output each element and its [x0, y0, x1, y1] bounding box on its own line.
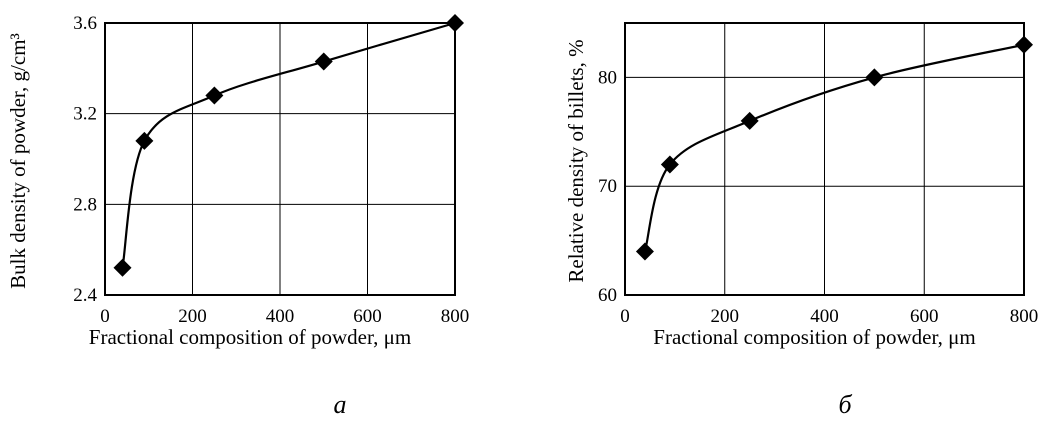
- series-line: [121, 21, 456, 268]
- y-tick-label: 2.4: [73, 285, 97, 306]
- chart-panel-a: 0 200 400 600 800 2.4 2.8 3.2 3.6 Fractional comp…: [6, 13, 469, 419]
- plot-frame: [104, 22, 456, 296]
- data-point-marker: [135, 131, 154, 150]
- chart-panel-b: 0 200 400 600 800 60 70 80 Fractional compositio…: [564, 22, 1039, 419]
- plot-frame: [624, 22, 1025, 296]
- series-line: [643, 43, 1025, 252]
- data-point-marker: [660, 155, 679, 174]
- panel-label: б: [838, 390, 852, 419]
- data-point-marker: [205, 86, 224, 105]
- y-tick-label: 3.6: [73, 13, 97, 34]
- y-tick-label: 2.8: [73, 194, 97, 215]
- data-point-marker: [865, 68, 884, 87]
- x-tick-label: 0: [620, 306, 630, 327]
- data-point-marker: [113, 258, 132, 277]
- x-tick-label: 800: [441, 306, 470, 327]
- data-point-marker: [635, 242, 654, 261]
- x-tick-label: 0: [100, 306, 110, 327]
- x-axis-label: Fractional composition of powder, μm: [653, 325, 975, 349]
- x-tick-label: 200: [711, 306, 740, 327]
- data-point-marker: [740, 111, 759, 130]
- y-tick-label: 80: [598, 67, 617, 88]
- panel-label: a: [334, 390, 347, 419]
- y-axis-label: Relative density of billets, %: [564, 39, 588, 282]
- x-tick-label: 400: [266, 306, 295, 327]
- x-tick-label: 400: [810, 306, 839, 327]
- data-point-marker: [314, 52, 333, 71]
- x-tick-label: 600: [353, 306, 382, 327]
- data-point-marker: [1015, 35, 1033, 54]
- y-axis-label: Bulk density of powder, g/cm³: [6, 33, 30, 289]
- x-tick-label: 800: [1010, 306, 1039, 327]
- y-tick-label: 70: [598, 176, 617, 197]
- x-tick-label: 600: [910, 306, 939, 327]
- y-tick-label: 3.2: [73, 104, 97, 125]
- x-tick-label: 200: [178, 306, 207, 327]
- data-point-marker: [446, 14, 464, 32]
- y-tick-label: 60: [598, 285, 617, 306]
- x-axis-label: Fractional composition of powder, μm: [89, 325, 411, 349]
